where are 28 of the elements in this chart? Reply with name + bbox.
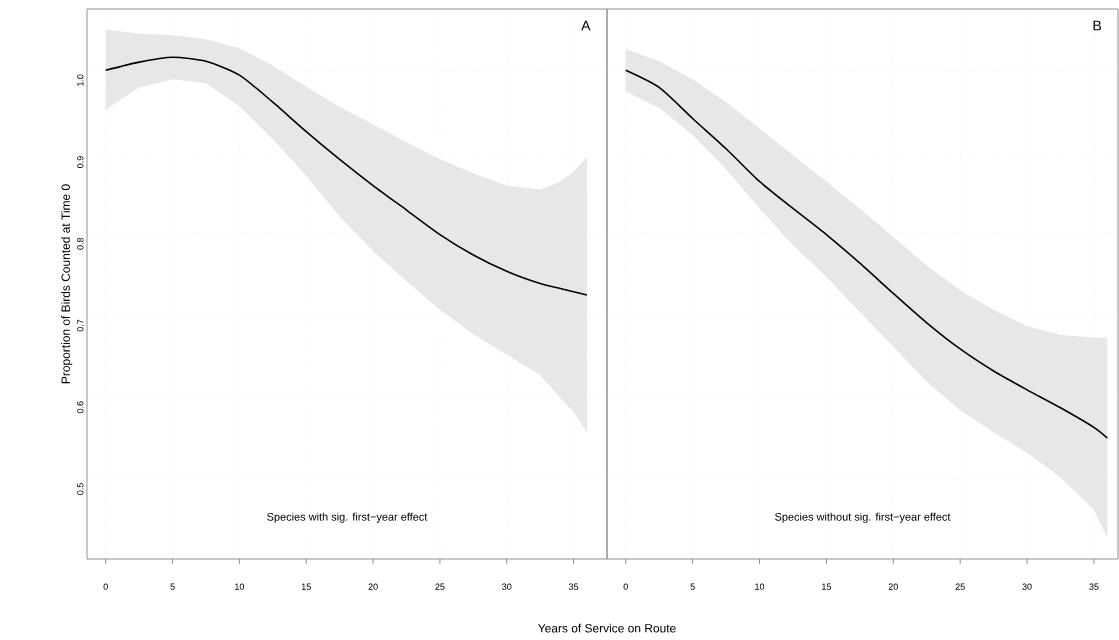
x-tick-label: 25 (955, 583, 965, 590)
x-tick-label: 15 (822, 583, 831, 590)
y-axis-title: Proportion of Birds Counted at Time 0 (61, 184, 73, 384)
y-tick-label: 0.7 (77, 319, 84, 332)
x-tick-label: 20 (888, 583, 898, 590)
x-tick-label: 10 (755, 583, 765, 590)
x-axis-title: Years of Service on Route (538, 623, 676, 633)
x-tick-label: 0 (623, 583, 628, 590)
annotation: Species without sig. first−year effect (775, 512, 951, 523)
y-tick-label: 0.6 (77, 401, 84, 414)
x-tick-label: 0 (103, 583, 108, 590)
x-tick-label: 5 (170, 583, 175, 590)
annotation: A (581, 20, 591, 31)
x-tick-label: 20 (368, 583, 378, 590)
y-tick-label: 0.9 (77, 156, 84, 168)
annotation: Species with sig. first−year effect (267, 512, 428, 523)
x-tick-label: 35 (1089, 583, 1099, 590)
x-tick-label: 35 (568, 583, 579, 590)
annotation: B (1093, 20, 1101, 31)
x-tick-label: 10 (235, 583, 245, 590)
y-tick-label: 0.5 (77, 483, 84, 495)
x-tick-label: 30 (502, 583, 512, 590)
y-tick-label: 1.0 (77, 74, 84, 86)
x-tick-label: 15 (301, 583, 311, 590)
x-tick-label: 25 (435, 583, 445, 590)
x-tick-label: 5 (690, 583, 695, 590)
x-tick-label: 30 (1022, 583, 1032, 590)
y-tick-label: 0.8 (77, 237, 84, 250)
